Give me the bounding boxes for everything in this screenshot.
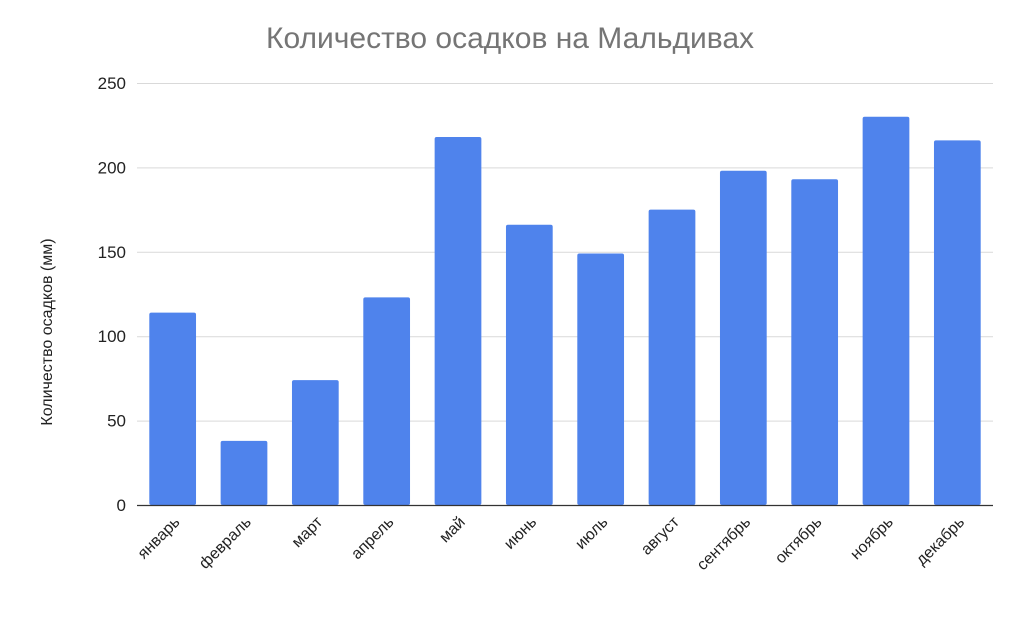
x-tick-label: июль [572, 514, 611, 553]
x-tick-label: май [436, 514, 468, 546]
y-tick-label: 150 [98, 243, 126, 262]
bar [933, 140, 981, 505]
bar [648, 209, 696, 505]
y-tick-label: 200 [98, 158, 126, 177]
bar [719, 170, 767, 505]
bar [791, 179, 839, 505]
bar [434, 137, 482, 506]
bar [363, 297, 411, 505]
x-tick-label: апрель [348, 514, 397, 563]
bar [149, 312, 197, 505]
x-axis-ticks: январь февраль март апрель май июнь июль август… [135, 513, 968, 574]
bar [862, 116, 910, 505]
x-tick-label: ноябрь [847, 514, 896, 563]
y-tick-label: 100 [98, 327, 126, 346]
x-tick-label: январь [135, 514, 184, 563]
x-tick-label: сентябрь [694, 514, 754, 574]
x-tick-label: октябрь [772, 514, 825, 567]
bar [505, 224, 553, 506]
x-tick-label: март [289, 513, 327, 551]
x-tick-label: декабрь [913, 514, 968, 569]
y-axis-ticks: 0 50 100 150 200 250 [98, 74, 126, 515]
y-tick-label: 0 [117, 496, 126, 515]
y-tick-label: 50 [107, 412, 126, 431]
x-tick-label: февраль [196, 514, 255, 573]
bar [220, 440, 268, 505]
y-axis-label: Количество осадков (мм) [39, 238, 56, 425]
bar [291, 380, 339, 505]
bar [577, 253, 625, 505]
x-tick-label: июнь [501, 514, 540, 553]
chart-title: Количество осадков на Мальдивах [266, 22, 754, 55]
y-tick-label: 250 [98, 74, 126, 93]
bars [149, 116, 981, 506]
gridlines [137, 83, 993, 422]
x-tick-label: август [638, 513, 683, 558]
